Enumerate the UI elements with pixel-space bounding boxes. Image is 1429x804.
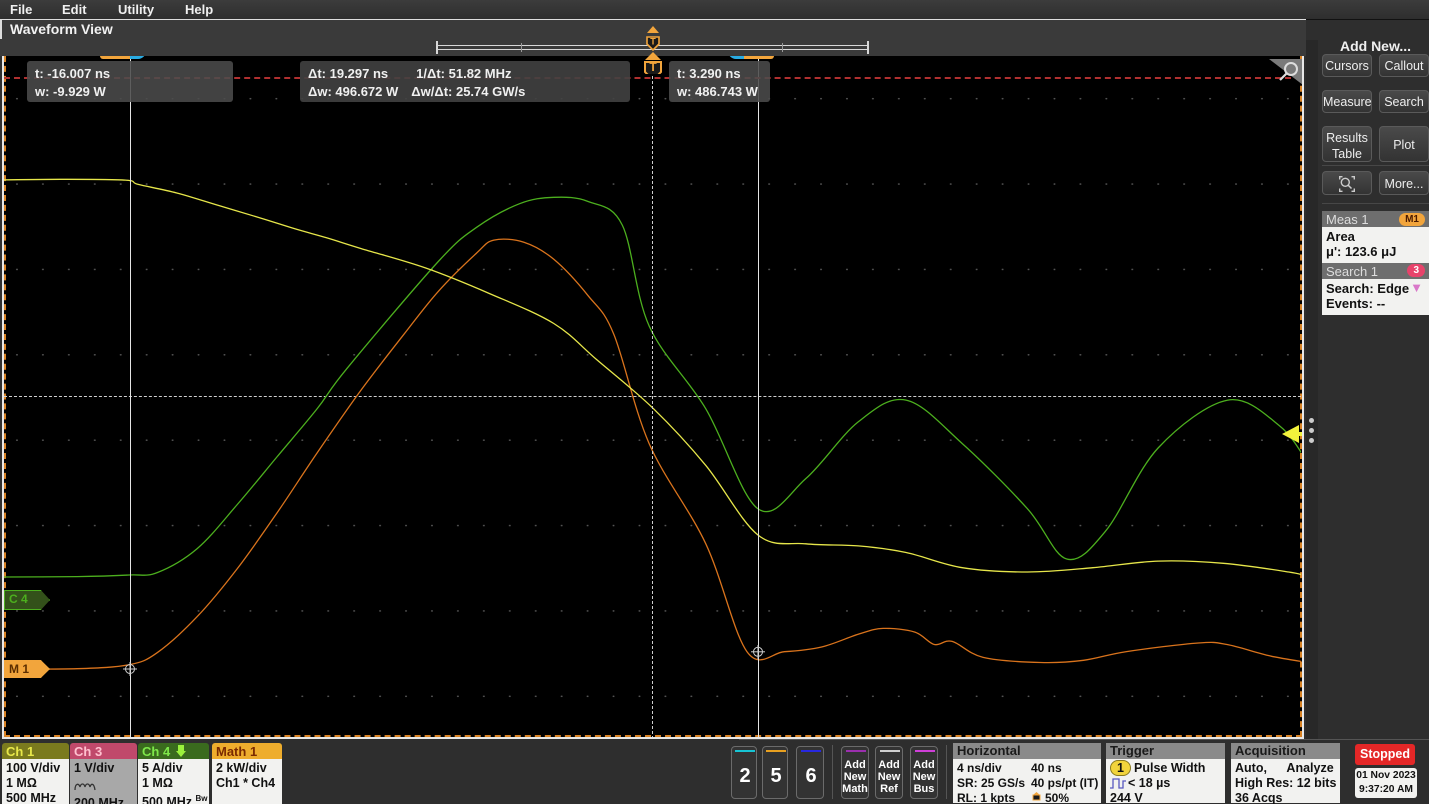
svg-text:T: T	[649, 60, 657, 74]
svg-text:T: T	[650, 37, 656, 47]
